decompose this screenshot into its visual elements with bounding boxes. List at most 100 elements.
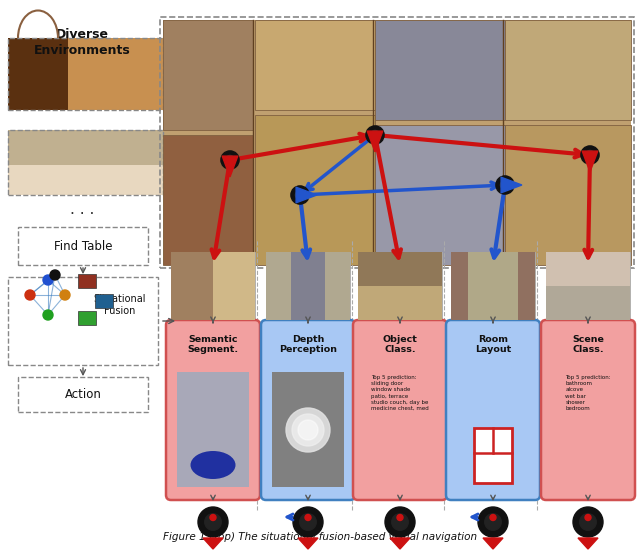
Text: Figure 1 (Top) The situational fusion-based visual navigation: Figure 1 (Top) The situational fusion-ba… <box>163 532 477 542</box>
Text: Situational
Fusion: Situational Fusion <box>93 294 147 316</box>
Bar <box>375 20 505 120</box>
Bar <box>163 20 631 265</box>
Circle shape <box>286 408 330 452</box>
Bar <box>18 227 148 265</box>
Polygon shape <box>298 538 318 549</box>
Circle shape <box>298 420 318 440</box>
Circle shape <box>371 130 380 140</box>
Polygon shape <box>203 538 223 549</box>
FancyBboxPatch shape <box>353 320 447 500</box>
Polygon shape <box>483 538 503 549</box>
Polygon shape <box>582 151 598 172</box>
Circle shape <box>292 414 324 446</box>
Bar <box>8 130 163 165</box>
FancyBboxPatch shape <box>166 320 260 500</box>
Bar <box>8 130 163 195</box>
Bar <box>325 252 350 320</box>
Text: Diverse
Environments: Diverse Environments <box>34 28 131 57</box>
Bar <box>451 252 468 320</box>
Text: Semantic
Segment.: Semantic Segment. <box>188 335 239 354</box>
Bar <box>163 20 253 130</box>
Bar <box>95 294 113 308</box>
Circle shape <box>581 146 599 164</box>
Circle shape <box>580 514 596 530</box>
Polygon shape <box>222 156 238 177</box>
Polygon shape <box>501 177 522 193</box>
Text: Room
Layout: Room Layout <box>475 335 511 354</box>
Bar <box>266 252 350 320</box>
Bar <box>8 130 163 195</box>
Bar <box>255 20 375 110</box>
FancyBboxPatch shape <box>446 320 540 500</box>
Text: . . .: . . . <box>70 202 94 217</box>
Circle shape <box>478 507 508 537</box>
Bar <box>272 372 344 487</box>
Ellipse shape <box>191 451 236 479</box>
Circle shape <box>50 270 60 280</box>
Circle shape <box>392 514 408 530</box>
Bar <box>266 252 291 320</box>
Bar <box>8 165 163 195</box>
Text: Depth
Perception: Depth Perception <box>279 335 337 354</box>
Bar <box>8 38 163 110</box>
Text: Find Table: Find Table <box>54 239 112 252</box>
Text: Action: Action <box>65 388 101 401</box>
Bar <box>505 125 631 265</box>
Circle shape <box>198 507 228 537</box>
Text: Scene
Class.: Scene Class. <box>572 335 604 354</box>
Text: Top 5 prediction:
bathroom
alcove
wet bar
shower
bedroom: Top 5 prediction: bathroom alcove wet ba… <box>565 375 611 411</box>
Circle shape <box>291 186 309 204</box>
Bar <box>8 38 163 110</box>
Circle shape <box>397 514 403 520</box>
Bar <box>468 252 518 320</box>
Text: Top 5 prediction:
sliding door
window shade
patio, terrace
studio couch, day be
: Top 5 prediction: sliding door window sh… <box>371 375 429 411</box>
Text: Object
Class.: Object Class. <box>383 335 417 354</box>
Bar <box>358 252 442 286</box>
Circle shape <box>496 176 514 194</box>
FancyBboxPatch shape <box>261 320 355 500</box>
Bar <box>213 252 255 320</box>
Circle shape <box>385 507 415 537</box>
Bar <box>518 252 535 320</box>
Circle shape <box>585 514 591 520</box>
Bar <box>8 277 158 365</box>
Circle shape <box>586 151 595 160</box>
Bar <box>8 38 68 110</box>
Circle shape <box>366 126 384 144</box>
Circle shape <box>60 290 70 300</box>
Bar <box>546 252 630 320</box>
Circle shape <box>500 180 509 190</box>
FancyBboxPatch shape <box>541 320 635 500</box>
Circle shape <box>296 190 305 200</box>
Polygon shape <box>296 187 317 203</box>
Bar <box>451 252 535 320</box>
Circle shape <box>43 310 53 320</box>
Circle shape <box>305 514 311 520</box>
Bar <box>163 135 253 265</box>
Bar <box>171 252 255 320</box>
Circle shape <box>293 507 323 537</box>
Circle shape <box>490 514 496 520</box>
Circle shape <box>225 156 234 164</box>
Bar <box>546 286 630 320</box>
Bar <box>68 38 163 110</box>
Bar <box>505 20 631 120</box>
Polygon shape <box>578 538 598 549</box>
Circle shape <box>484 514 501 530</box>
Bar <box>255 115 375 265</box>
Polygon shape <box>367 131 383 152</box>
Bar <box>78 274 96 288</box>
Circle shape <box>573 507 603 537</box>
Bar <box>160 17 634 268</box>
Circle shape <box>205 514 221 530</box>
Circle shape <box>25 290 35 300</box>
Circle shape <box>300 514 316 530</box>
Circle shape <box>210 514 216 520</box>
Circle shape <box>43 275 53 285</box>
Bar <box>474 428 512 483</box>
Polygon shape <box>390 538 410 549</box>
Circle shape <box>221 151 239 169</box>
Bar <box>171 252 213 320</box>
Bar <box>546 252 630 286</box>
Bar <box>177 372 249 487</box>
